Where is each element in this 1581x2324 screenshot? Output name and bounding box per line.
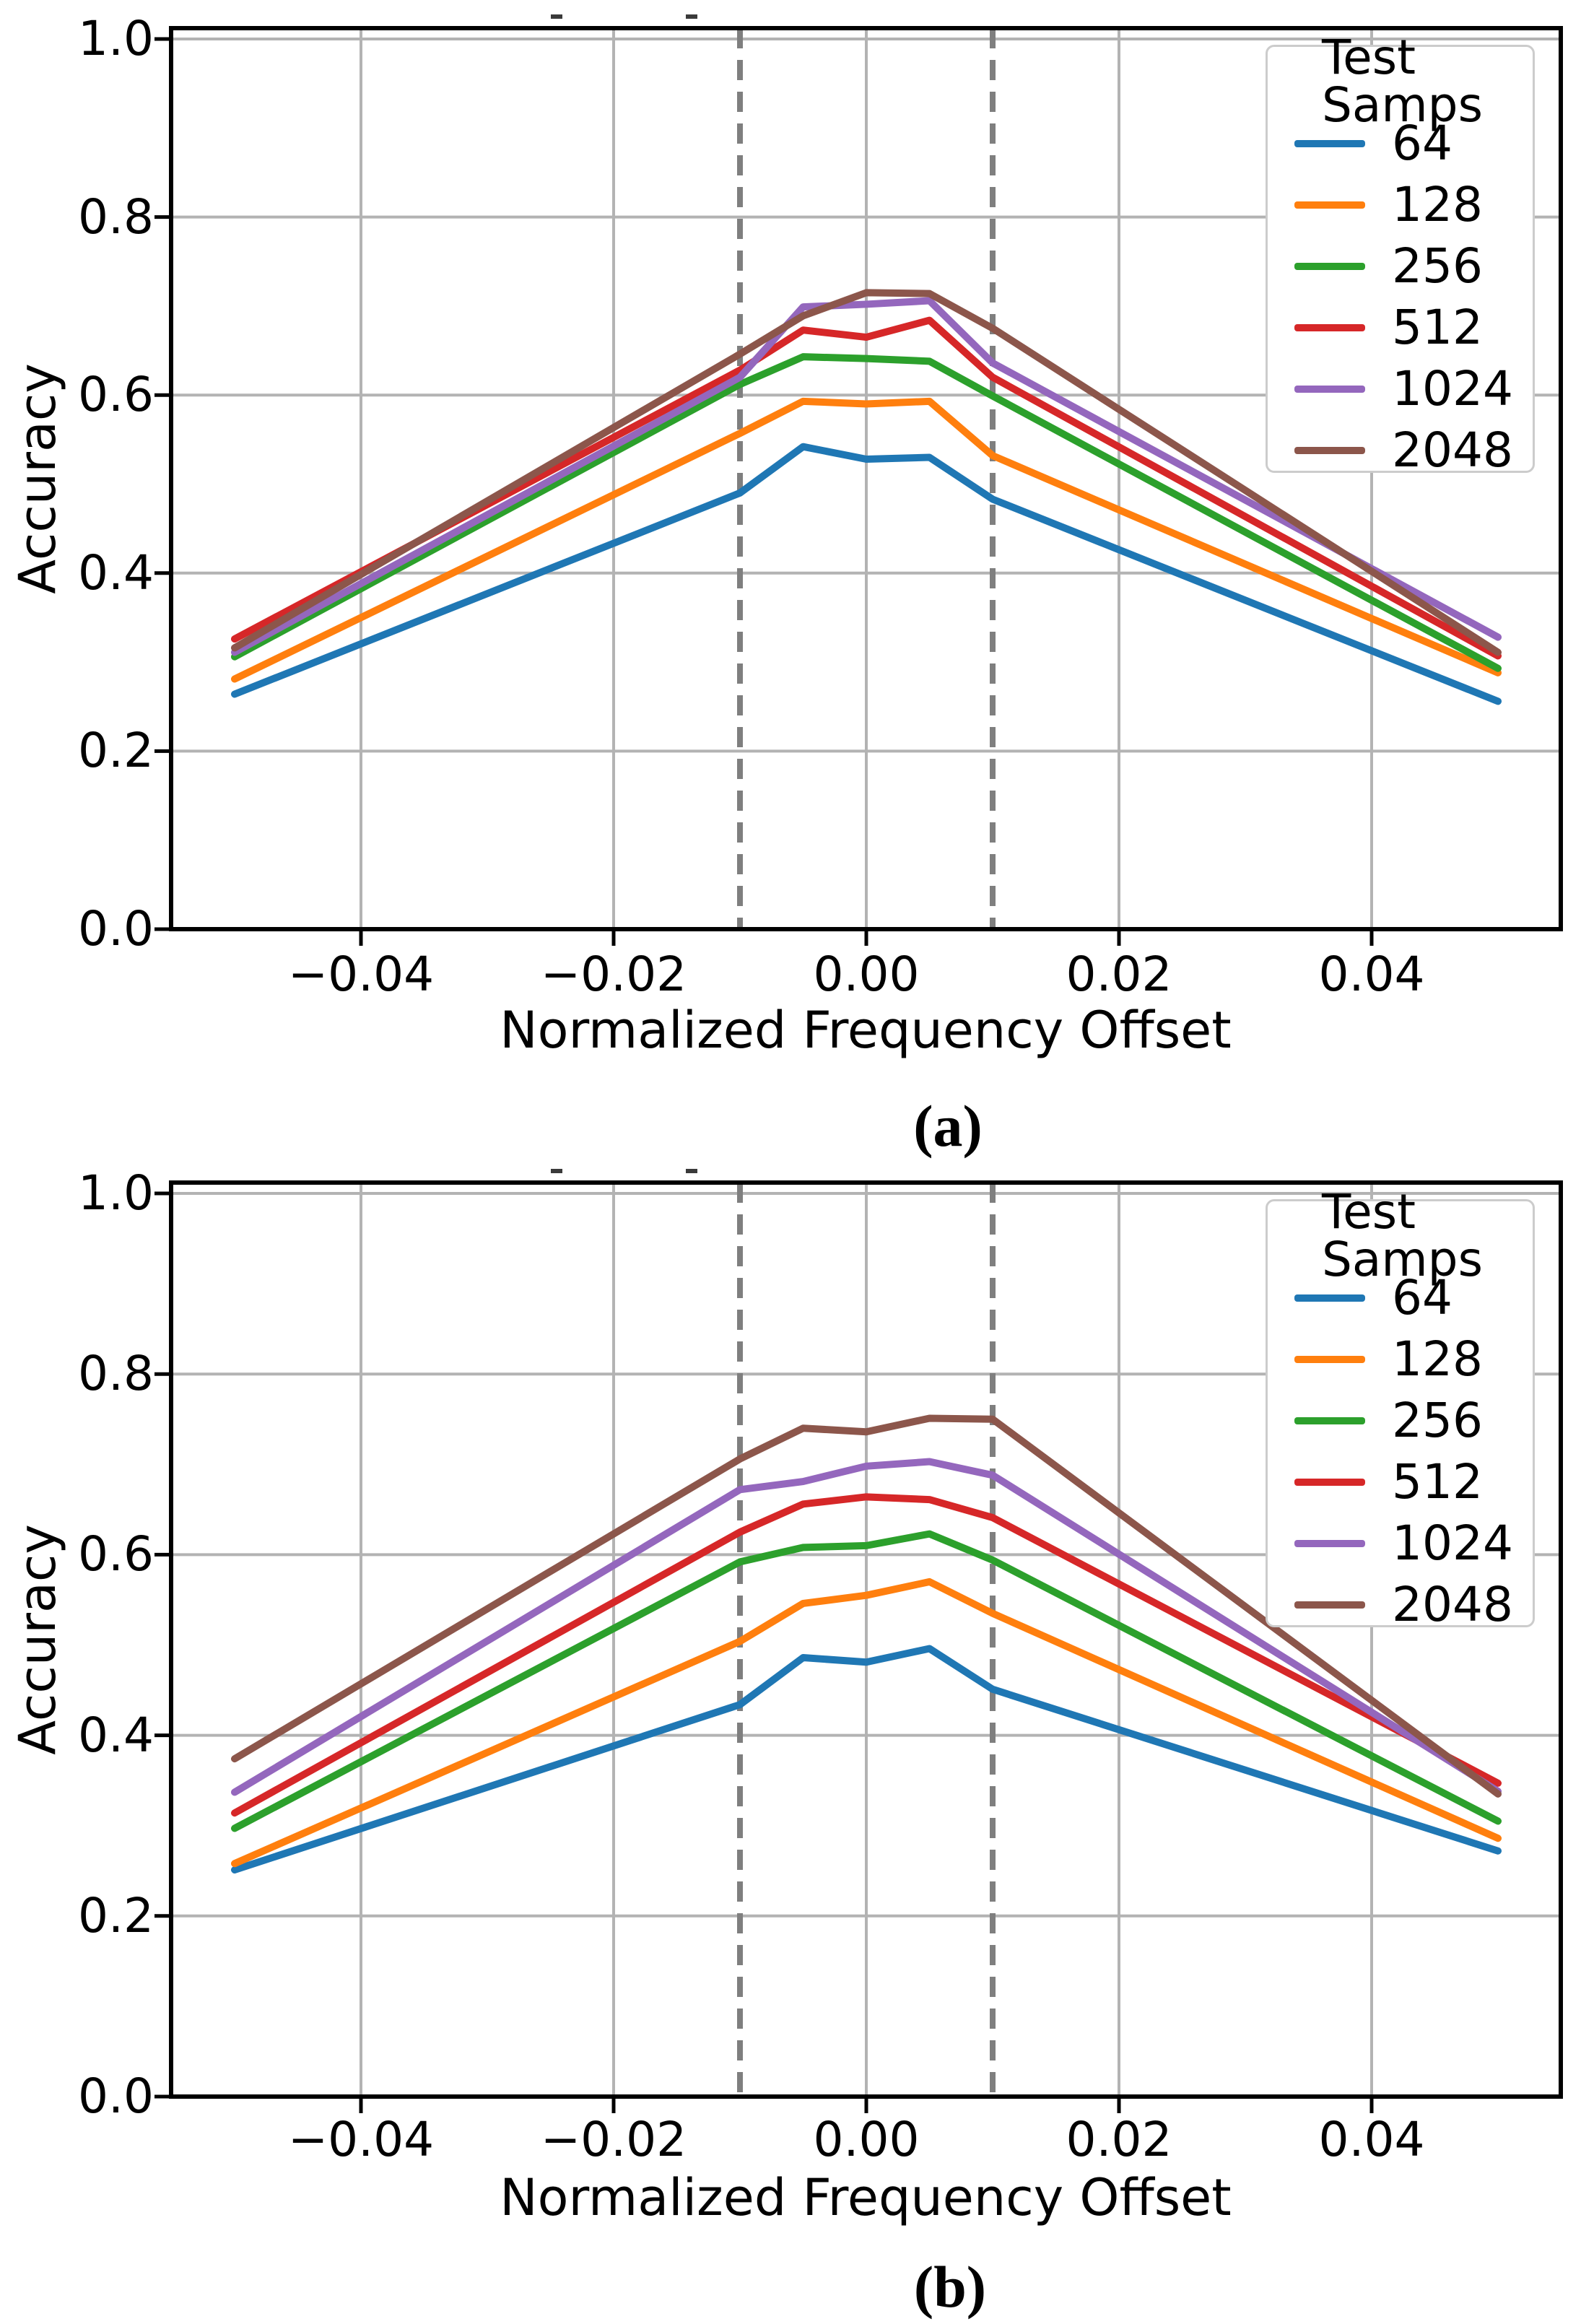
legend-line-sample-2048 <box>1294 447 1365 454</box>
cropped-text-artifact <box>686 14 697 19</box>
series-line-128 <box>231 397 1502 683</box>
legend-line-sample-2048 <box>1294 1601 1365 1609</box>
axes-frame <box>169 1180 1563 2099</box>
legend: Test Samps 64 128 256 512 1024 2048 <box>1266 34 1535 478</box>
legend-line-sample-64 <box>1294 140 1365 147</box>
series-line-256 <box>231 353 1502 672</box>
x-tick-label: −0.02 <box>540 2112 687 2167</box>
y-tick-label: 0.6 <box>78 1526 154 1583</box>
x-tick-label: 0.04 <box>1318 946 1425 1002</box>
series-line-1024 <box>231 1458 1502 1796</box>
legend-item-label: 128 <box>1392 177 1483 232</box>
cropped-text-artifact <box>686 1169 697 1173</box>
series-line-128 <box>231 1577 1502 1868</box>
cropped-text-artifact <box>551 1169 562 1173</box>
subplot-caption-b: (b) <box>913 2254 987 2320</box>
legend-item-label: 128 <box>1392 1331 1483 1387</box>
legend-line-sample-1024 <box>1294 386 1365 393</box>
legend-item-label: 256 <box>1392 1393 1483 1448</box>
series-line-512 <box>231 1493 1502 1817</box>
legend-item-label: 512 <box>1392 300 1483 355</box>
y-tick-label: 0.8 <box>78 1346 154 1402</box>
x-axis-label-a: Normalized Frequency Offset <box>500 1001 1232 1060</box>
legend-item-label: 1024 <box>1392 1515 1513 1571</box>
legend: Test Samps 64 128 256 512 1024 2048 <box>1266 1188 1535 1632</box>
series-line-2048 <box>231 1414 1502 1798</box>
series-line-256 <box>231 1530 1502 1832</box>
cropped-text-artifact <box>551 14 562 19</box>
x-axis-label-b: Normalized Frequency Offset <box>500 2168 1232 2227</box>
x-tick-label: 0.02 <box>1066 2112 1172 2167</box>
legend-item-label: 256 <box>1392 238 1483 294</box>
y-tick-label: 0.4 <box>78 1707 154 1763</box>
y-tick-label: 0.0 <box>78 2068 154 2124</box>
x-tick-label: 0.04 <box>1318 2112 1425 2167</box>
y-tick-label: 0.0 <box>78 901 154 957</box>
series-line-512 <box>231 316 1502 660</box>
legend-line-sample-256 <box>1294 1417 1365 1424</box>
legend-line-sample-128 <box>1294 201 1365 209</box>
x-tick-label: 0.02 <box>1066 946 1172 1002</box>
subplot-caption-a: (a) <box>913 1093 983 1159</box>
legend-title: Test Samps <box>1322 30 1483 133</box>
y-axis-label-b: Accuracy <box>8 1524 67 1755</box>
legend-line-sample-64 <box>1294 1294 1365 1302</box>
legend-item-label: 1024 <box>1392 361 1513 417</box>
legend-title: Test Samps <box>1322 1184 1483 1287</box>
x-tick-label: 0.00 <box>813 946 920 1002</box>
x-tick-label: −0.02 <box>540 946 687 1002</box>
legend-item-label: 64 <box>1392 116 1452 171</box>
x-tick-label: −0.04 <box>287 946 435 1002</box>
series-line-1024 <box>231 297 1502 656</box>
series-line-64 <box>231 443 1502 705</box>
legend-line-sample-512 <box>1294 324 1365 331</box>
legend-item-label: 2048 <box>1392 1577 1513 1632</box>
x-tick-label: −0.04 <box>287 2112 435 2167</box>
legend-item-label: 64 <box>1392 1270 1452 1326</box>
y-axis-label-a: Accuracy <box>8 363 67 594</box>
y-tick-label: 0.2 <box>78 1887 154 1944</box>
legend-line-sample-256 <box>1294 263 1365 270</box>
y-tick-label: 1.0 <box>78 1165 154 1221</box>
x-tick-label: 0.00 <box>813 2112 920 2167</box>
legend-line-sample-128 <box>1294 1356 1365 1363</box>
y-tick-label: 0.8 <box>78 188 154 245</box>
y-tick-label: 0.6 <box>78 367 154 423</box>
y-tick-label: 1.0 <box>78 11 154 66</box>
legend-line-sample-1024 <box>1294 1540 1365 1547</box>
y-tick-label: 0.4 <box>78 544 154 601</box>
axes-frame <box>169 26 1563 931</box>
series-line-2048 <box>231 289 1502 656</box>
y-tick-label: 0.2 <box>78 723 154 779</box>
legend-line-sample-512 <box>1294 1479 1365 1486</box>
legend-item-label: 512 <box>1392 1454 1483 1510</box>
series-line-64 <box>231 1645 1502 1873</box>
legend-item-label: 2048 <box>1392 422 1513 478</box>
